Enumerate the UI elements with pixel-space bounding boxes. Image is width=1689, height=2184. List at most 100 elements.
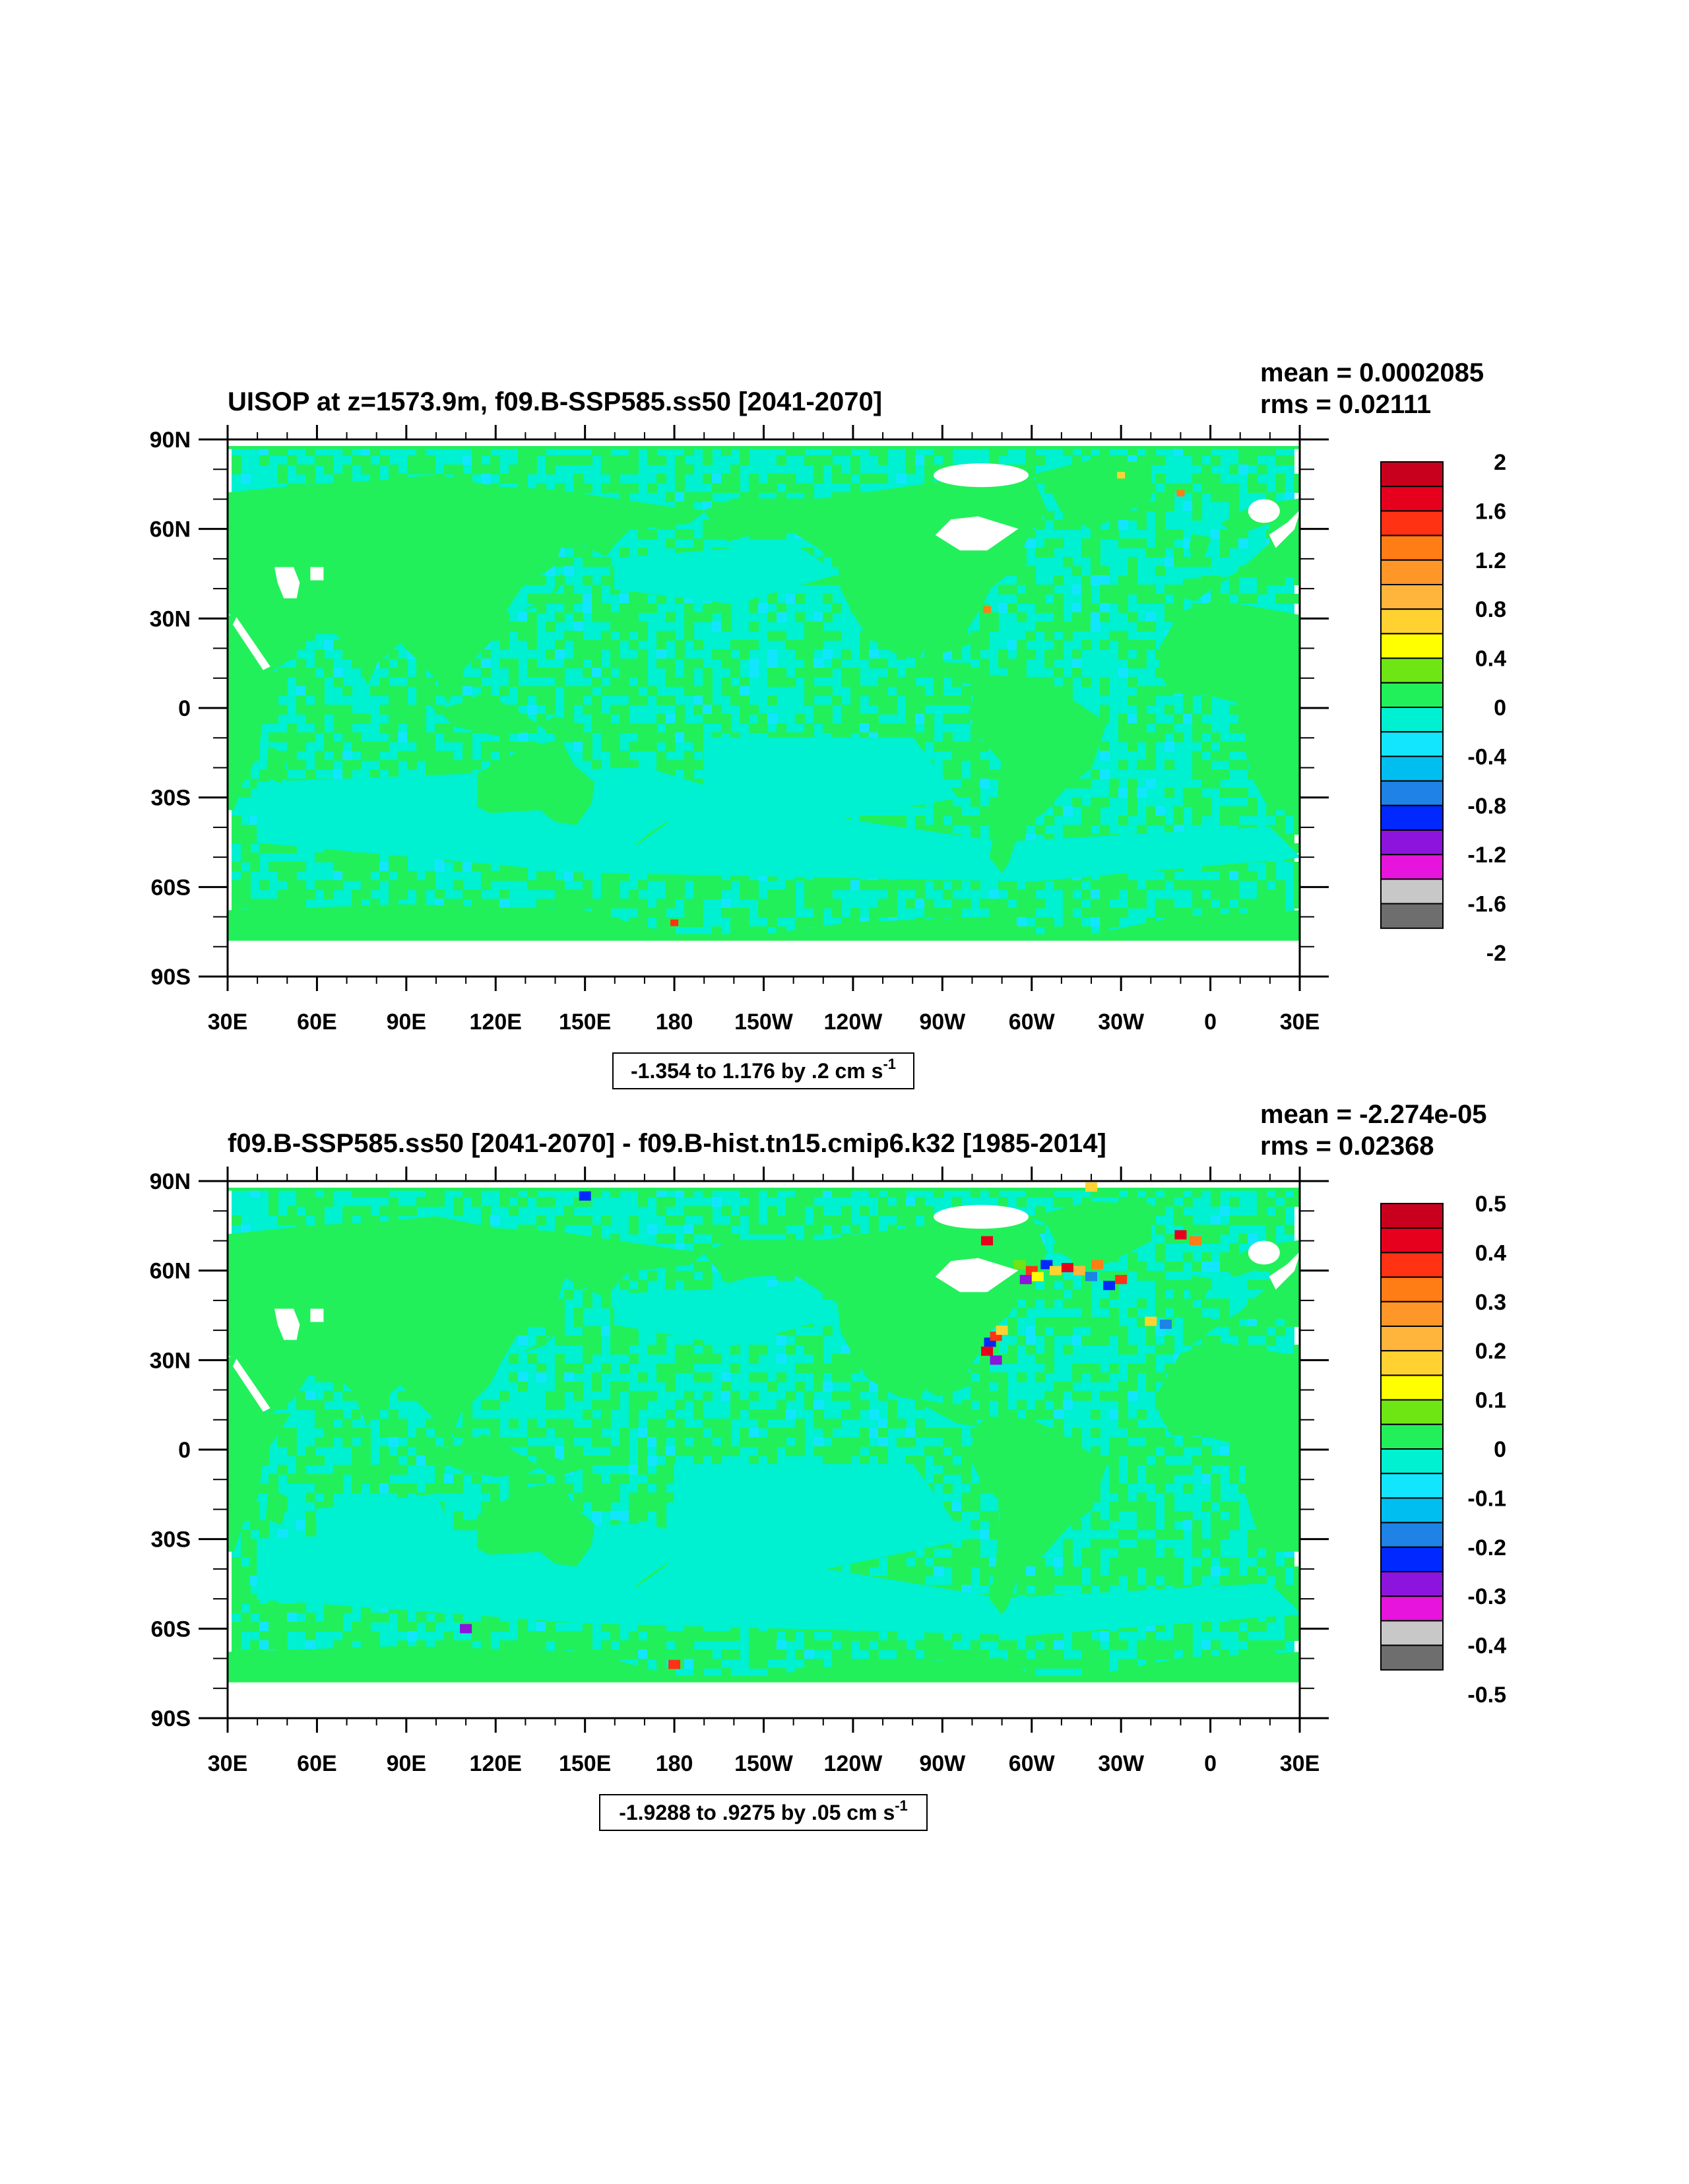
field-cell (1007, 603, 1017, 613)
field-cell (269, 705, 278, 715)
field-cell (305, 465, 315, 474)
field-cell (980, 612, 990, 622)
field-cell (1035, 622, 1045, 631)
field-cell (1257, 585, 1267, 594)
field-cell (850, 465, 860, 474)
field-cell (629, 594, 639, 604)
field-cell (1026, 594, 1036, 604)
field-cell (638, 908, 648, 918)
field-cell (1044, 649, 1054, 659)
field-cell (897, 1206, 907, 1216)
field-cell (527, 686, 537, 696)
field-cell (592, 1326, 602, 1336)
field-cell (924, 1206, 934, 1216)
colorbar-cell (1380, 657, 1444, 684)
field-cell (518, 455, 528, 465)
land-japan (525, 573, 562, 610)
field-cell (1137, 520, 1147, 530)
field-cell (1174, 1206, 1184, 1216)
field-cell (684, 1446, 694, 1456)
x-tick-label: 120E (470, 1010, 522, 1035)
field-cell (740, 1428, 749, 1438)
field-cell (1174, 1299, 1184, 1308)
field-cell (435, 862, 445, 872)
field-cell (952, 1428, 962, 1438)
field-cell (573, 1446, 583, 1456)
field-cell (426, 751, 435, 761)
field-cell (564, 732, 574, 742)
field-cell (850, 880, 860, 890)
field-cell (693, 1437, 703, 1447)
field-cell (1174, 1308, 1184, 1318)
field-cell (370, 852, 380, 862)
field-cell (1017, 649, 1027, 659)
field-cell (342, 1206, 352, 1216)
field-cell (989, 455, 999, 465)
field-cell (943, 825, 953, 835)
field-cell (943, 769, 953, 779)
field-cell (620, 483, 629, 493)
field-cell (703, 1206, 713, 1216)
field-cell (693, 612, 703, 622)
field-cell (536, 714, 546, 724)
field-cell (610, 612, 620, 622)
field-cell (813, 1382, 823, 1392)
field-cell (620, 1428, 629, 1438)
field-cell (1211, 1234, 1221, 1244)
field-cell (259, 899, 269, 909)
field-cell (1128, 714, 1137, 724)
field-cell (703, 603, 713, 613)
field-cell (379, 742, 389, 752)
field-cell (1100, 917, 1110, 927)
field-cell (527, 880, 537, 890)
field-cell (869, 1409, 879, 1419)
field-cell (850, 1225, 860, 1235)
field-cell (592, 649, 602, 659)
field-cell (767, 483, 777, 493)
field-cell (767, 658, 777, 668)
field-cell (389, 1428, 398, 1438)
field-cell (379, 1206, 389, 1216)
field-cell (564, 594, 574, 604)
field-cell (915, 705, 925, 715)
field-cell (389, 1409, 398, 1419)
field-cell (1155, 723, 1165, 733)
field-cell (620, 594, 629, 604)
field-cell (804, 1391, 814, 1401)
field-cell (1118, 1382, 1128, 1392)
field-cell (1081, 825, 1091, 835)
colorbar-cell (1380, 878, 1444, 905)
map-panel-2: 30E 60E 90E 120E 150E 180 150W 120W 90W 60W 30W 0 30… (150, 1100, 1506, 1831)
field-cell (1155, 1308, 1165, 1318)
field-cell (758, 899, 768, 909)
y-tick-label: 30S (151, 786, 191, 811)
field-cell (1100, 908, 1110, 918)
field-cell (1174, 1446, 1184, 1456)
field-cell (1118, 1419, 1128, 1429)
field-cell (518, 465, 528, 474)
field-cell (241, 880, 251, 890)
field-cell (315, 1197, 325, 1207)
field-cell (703, 1271, 713, 1281)
field-cell (1155, 474, 1165, 484)
field-cell (481, 742, 491, 752)
field-cell (583, 686, 592, 696)
field-cell (342, 1428, 352, 1438)
field-cell (610, 686, 620, 696)
field-cell (666, 668, 676, 678)
field-cell (1118, 732, 1128, 742)
field-cell (1220, 899, 1230, 909)
field-cell (1248, 1215, 1258, 1225)
field-cell (583, 1354, 592, 1364)
field-cell (296, 732, 306, 742)
mean-stat: mean = 0.0002085 (1260, 358, 1484, 387)
field-cell (832, 1446, 842, 1456)
field-cell (1044, 1335, 1054, 1345)
field-cell (472, 465, 482, 474)
field-cell (518, 474, 528, 484)
field-cell (1128, 1382, 1137, 1392)
field-cell (518, 1335, 528, 1345)
field-cell (592, 1400, 602, 1410)
field-cell (536, 1197, 546, 1207)
